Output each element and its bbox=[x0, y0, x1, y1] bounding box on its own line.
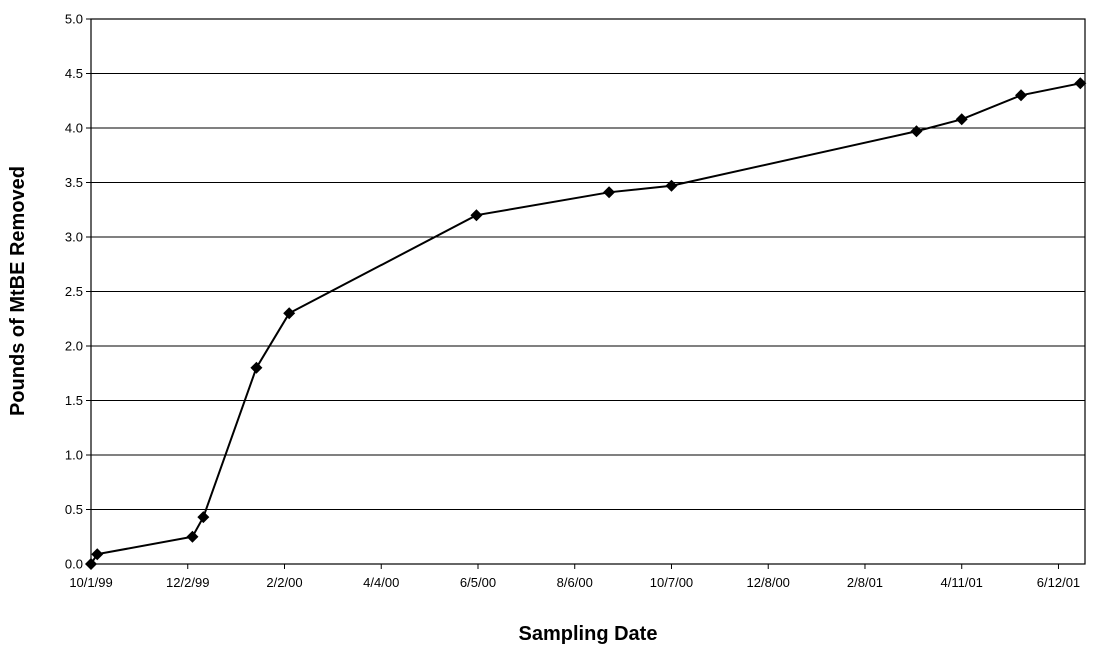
x-tick-label: 4/4/00 bbox=[363, 575, 399, 590]
x-tick-label: 10/7/00 bbox=[650, 575, 693, 590]
y-tick-label: 3.0 bbox=[65, 230, 83, 245]
data-point-marker bbox=[91, 548, 104, 561]
y-tick-label: 1.0 bbox=[65, 448, 83, 463]
data-point-marker bbox=[665, 179, 678, 192]
x-tick-label: 12/2/99 bbox=[166, 575, 209, 590]
data-point-marker bbox=[186, 530, 199, 543]
y-tick-label: 5.0 bbox=[65, 12, 83, 27]
x-tick-label: 2/2/00 bbox=[266, 575, 302, 590]
x-tick-label: 2/8/01 bbox=[847, 575, 883, 590]
y-axis-title: Pounds of MtBE Removed bbox=[7, 166, 29, 416]
data-point-marker bbox=[910, 125, 923, 138]
data-point-marker bbox=[1015, 89, 1028, 102]
y-tick-label: 2.0 bbox=[65, 339, 83, 354]
data-point-marker bbox=[283, 307, 296, 320]
data-point-marker bbox=[603, 186, 616, 199]
x-tick-label: 8/6/00 bbox=[557, 575, 593, 590]
data-point-marker bbox=[470, 209, 483, 222]
y-tick-label: 4.5 bbox=[65, 66, 83, 81]
y-tick-label: 4.0 bbox=[65, 121, 83, 136]
y-axis-ticks: 0.0 0.5 1.0 1.5 2.0 2.5 3.0 3.5 4.0 4.5 5.0 bbox=[65, 12, 91, 572]
data-point-marker bbox=[85, 558, 97, 570]
x-tick-label: 6/12/01 bbox=[1037, 575, 1080, 590]
y-tick-label: 0.5 bbox=[65, 502, 83, 517]
y-tick-label: 3.5 bbox=[65, 175, 83, 190]
series bbox=[85, 77, 1087, 570]
x-tick-label: 6/5/00 bbox=[460, 575, 496, 590]
data-point-marker bbox=[1074, 77, 1087, 90]
x-tick-label: 12/8/00 bbox=[747, 575, 790, 590]
y-tick-label: 2.5 bbox=[65, 284, 83, 299]
x-tick-label: 10/1/99 bbox=[69, 575, 112, 590]
x-tick-label: 4/11/01 bbox=[941, 575, 983, 590]
y-tick-label: 1.5 bbox=[65, 393, 83, 408]
x-axis-title: Sampling Date bbox=[519, 623, 658, 645]
data-point-marker bbox=[250, 361, 263, 374]
data-point-marker bbox=[197, 511, 210, 524]
data-point-marker bbox=[955, 113, 968, 126]
x-axis-ticks: 10/1/99 12/2/99 2/2/00 4/4/00 6/5/00 8/6/00 10… bbox=[69, 564, 1080, 590]
gridlines bbox=[91, 73, 1085, 510]
y-tick-label: 0.0 bbox=[65, 557, 83, 572]
